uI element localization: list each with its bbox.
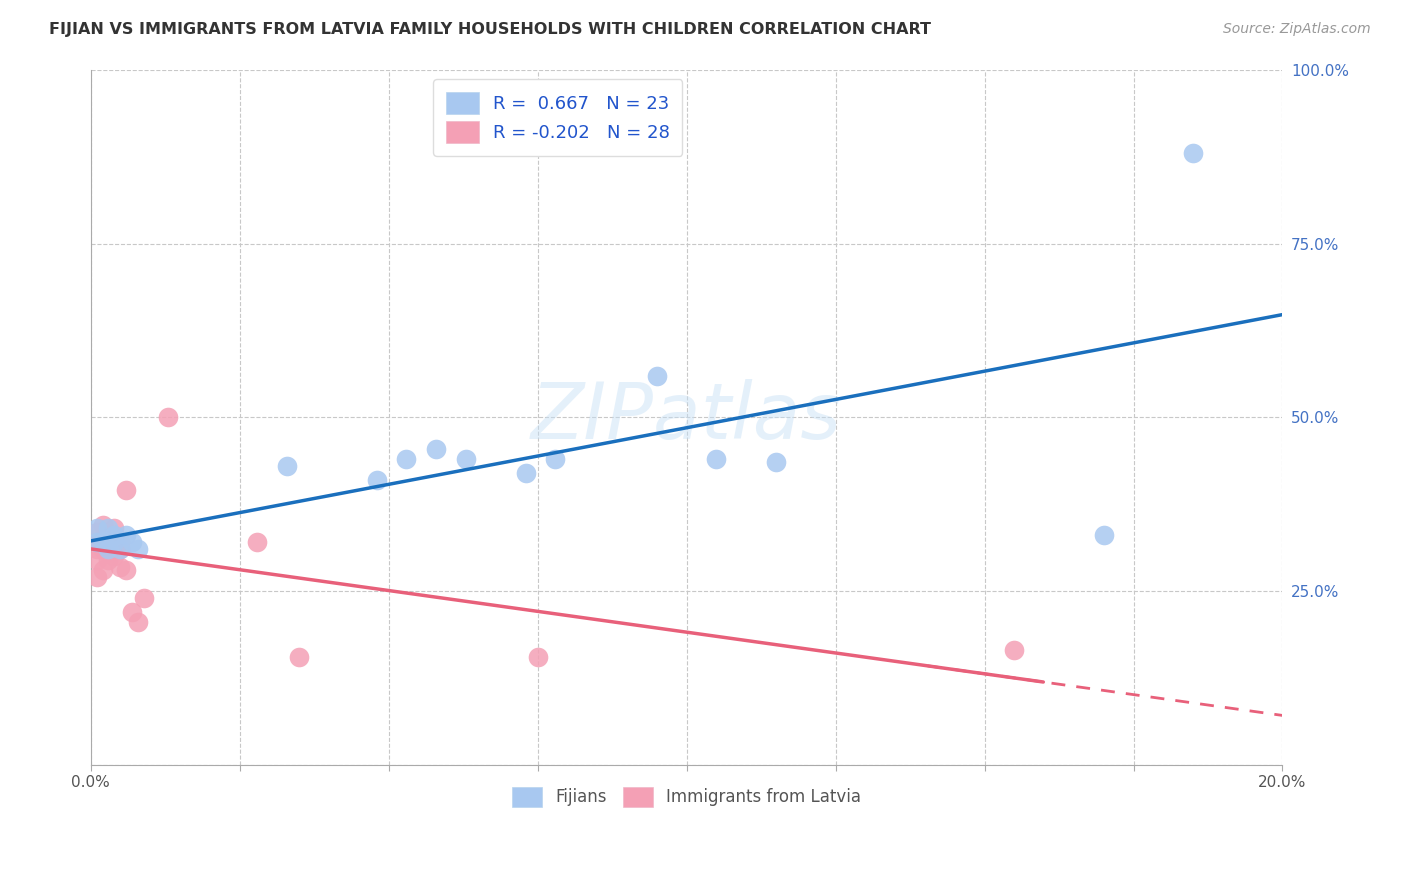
Point (1182, 146, 1205, 161)
Point (91, 535, 114, 549)
Point (97, 552, 120, 566)
Point (97, 542, 120, 557)
Text: FIJIAN VS IMMIGRANTS FROM LATVIA FAMILY HOUSEHOLDS WITH CHILDREN CORRELATION CHA: FIJIAN VS IMMIGRANTS FROM LATVIA FAMILY … (49, 22, 931, 37)
Point (127, 615, 149, 629)
Point (1092, 528, 1115, 542)
Point (103, 549, 125, 564)
Point (544, 452, 567, 467)
Text: Source: ZipAtlas.com: Source: ZipAtlas.com (1223, 22, 1371, 37)
Point (288, 649, 311, 664)
Point (366, 473, 388, 487)
Point (115, 528, 138, 542)
Point (276, 458, 298, 473)
Point (86, 552, 108, 566)
Point (425, 442, 447, 456)
Point (103, 528, 125, 542)
Point (765, 455, 787, 469)
Point (86, 521, 108, 535)
Point (110, 542, 132, 557)
Point (645, 368, 668, 383)
Point (91, 542, 114, 557)
Point (704, 452, 727, 467)
Point (86, 535, 108, 549)
Point (86, 542, 108, 557)
Point (103, 521, 125, 535)
Text: ZIPatlas: ZIPatlas (531, 379, 842, 455)
Point (246, 535, 269, 549)
Point (86, 570, 108, 584)
Point (127, 542, 149, 557)
Point (86, 524, 108, 539)
Point (103, 535, 125, 549)
Point (1002, 643, 1025, 657)
Point (110, 542, 132, 557)
Point (110, 559, 132, 574)
Point (103, 535, 125, 549)
Point (97, 532, 120, 546)
Point (115, 483, 138, 498)
Point (395, 452, 418, 467)
Point (110, 535, 132, 549)
Point (454, 452, 477, 467)
Point (134, 591, 156, 605)
Legend: Fijians, Immigrants from Latvia: Fijians, Immigrants from Latvia (503, 778, 870, 815)
Point (86, 535, 108, 549)
Point (97, 546, 120, 560)
Point (115, 563, 138, 577)
Point (526, 649, 548, 664)
Point (121, 535, 143, 549)
Point (121, 605, 143, 619)
Point (91, 532, 114, 546)
Point (91, 517, 114, 532)
Point (157, 410, 180, 425)
Point (91, 563, 114, 577)
Point (515, 466, 537, 480)
Point (97, 521, 120, 535)
